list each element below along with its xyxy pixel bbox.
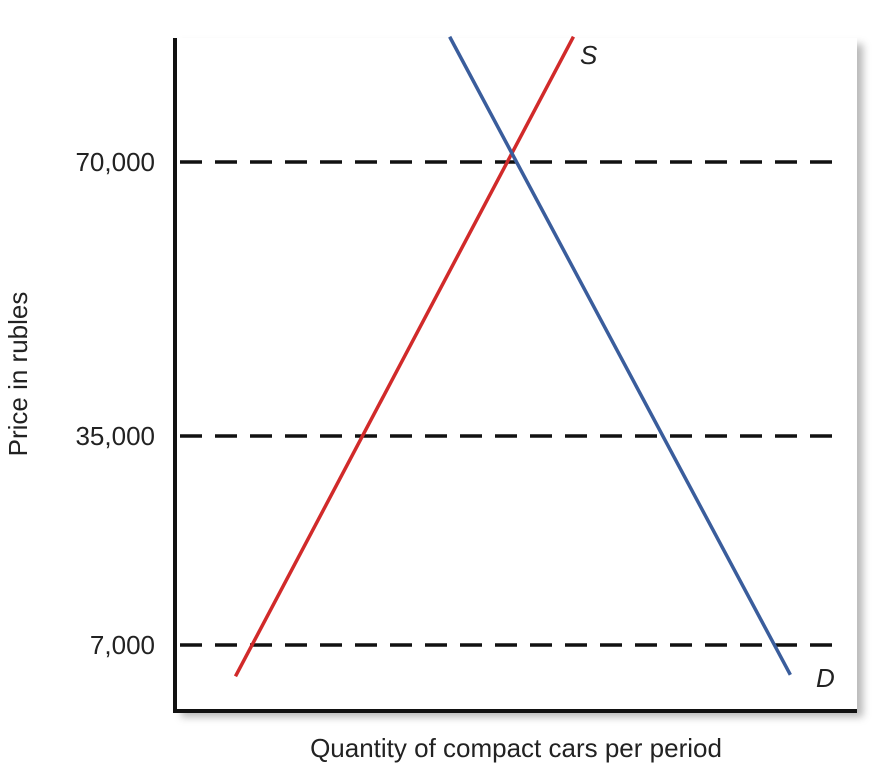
demand-curve	[448, 35, 792, 676]
y-axis-title: Price in rubles	[3, 292, 33, 457]
plot-area	[175, 38, 857, 711]
y-tick-label-0: 70,000	[75, 147, 155, 177]
x-axis-title: Quantity of compact cars per period	[310, 733, 722, 763]
supply-curve-label: S	[580, 40, 598, 70]
supply-curve	[233, 35, 575, 678]
demand-curve-label: D	[816, 663, 835, 693]
y-tick-labels: 70,000 35,000 7,000	[75, 147, 155, 660]
y-tick-label-2: 7,000	[90, 630, 155, 660]
series-lines	[233, 35, 792, 678]
y-tick-label-1: 35,000	[75, 421, 155, 451]
